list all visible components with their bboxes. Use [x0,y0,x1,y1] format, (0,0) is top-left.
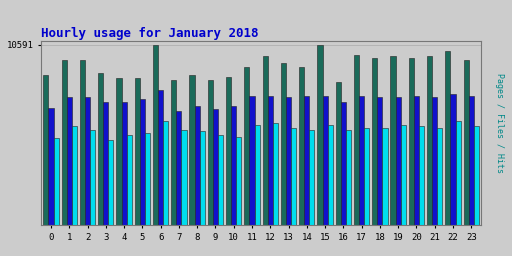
Bar [263,56,268,225]
Bar [90,130,95,225]
Bar [54,138,59,225]
Bar [103,102,109,225]
Bar [456,121,461,225]
Bar [268,95,273,225]
Bar [181,130,186,225]
Bar [126,135,132,225]
Bar [317,45,323,225]
Bar [336,82,341,225]
Bar [231,106,236,225]
Bar [341,102,346,225]
Text: Pages / Files / Hits: Pages / Files / Hits [495,73,504,173]
Bar [121,102,126,225]
Bar [299,67,304,225]
Text: Hourly usage for January 2018: Hourly usage for January 2018 [41,27,259,40]
Bar [244,67,249,225]
Bar [291,128,296,225]
Bar [401,125,406,225]
Bar [474,126,479,225]
Bar [419,126,424,225]
Bar [145,133,150,225]
Bar [328,125,333,225]
Bar [153,45,158,225]
Bar [391,56,396,225]
Bar [85,97,90,225]
Bar [359,95,364,225]
Bar [364,128,369,225]
Bar [218,135,223,225]
Bar [437,128,442,225]
Bar [396,97,401,225]
Bar [189,75,195,225]
Bar [309,130,314,225]
Bar [213,109,218,225]
Bar [249,95,254,225]
Bar [200,131,205,225]
Bar [382,128,388,225]
Bar [140,99,145,225]
Bar [451,94,456,225]
Bar [176,111,181,225]
Bar [254,125,260,225]
Bar [427,56,432,225]
Bar [98,73,103,225]
Bar [195,106,200,225]
Bar [463,60,468,225]
Bar [208,80,213,225]
Bar [44,75,49,225]
Bar [354,55,359,225]
Bar [468,95,474,225]
Bar [49,108,54,225]
Bar [109,140,114,225]
Bar [346,130,351,225]
Bar [163,121,168,225]
Bar [432,97,437,225]
Bar [281,63,286,225]
Bar [158,90,163,225]
Bar [445,51,451,225]
Bar [226,77,231,225]
Bar [80,60,85,225]
Bar [323,95,328,225]
Bar [304,95,309,225]
Bar [273,123,278,225]
Bar [135,78,140,225]
Bar [67,97,72,225]
Bar [236,136,241,225]
Bar [72,126,77,225]
Bar [409,58,414,225]
Bar [377,97,382,225]
Bar [171,80,176,225]
Bar [414,95,419,225]
Bar [61,60,67,225]
Bar [286,97,291,225]
Bar [372,58,377,225]
Bar [116,78,121,225]
